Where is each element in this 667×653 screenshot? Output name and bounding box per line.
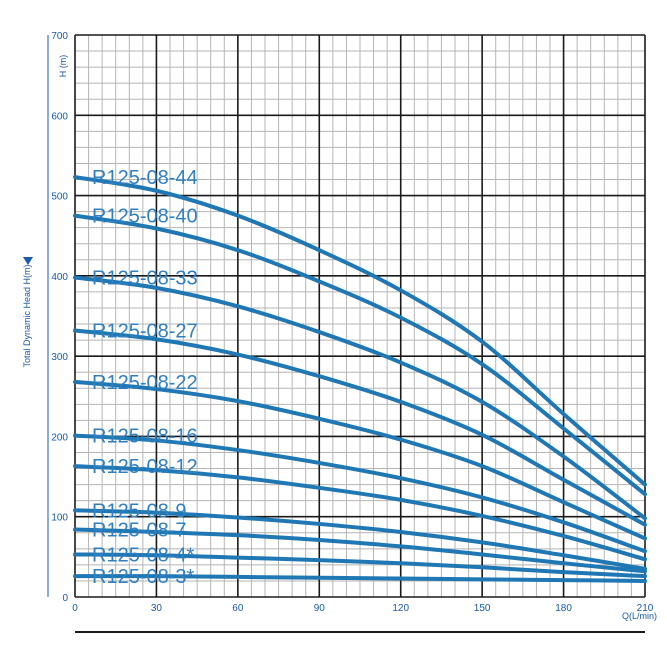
x-tick-label: 180 <box>555 603 572 614</box>
x-axis-label: Q(L/min) <box>622 611 657 621</box>
y-axis-label: Total Dynamic Head H(m) <box>22 264 32 367</box>
y-tick-label: 700 <box>51 31 68 42</box>
curve-R125-08-16 <box>73 433 647 554</box>
x-tick-labels: 0 30 60 90 120 150 180 210 <box>72 603 654 614</box>
y-tick-labels: 0 100 200 300 400 500 600 700 <box>51 31 68 604</box>
curve-label: R125-08-33 <box>92 267 198 289</box>
curve-label: R125-08-22 <box>92 372 198 394</box>
curve-label: R125-08-16 <box>92 426 198 448</box>
y-tick-label: 500 <box>51 192 68 203</box>
y-tick-label: 200 <box>51 432 68 443</box>
curve-label: R125-08-12 <box>92 456 198 478</box>
curve-label: R125-08-44 <box>92 167 198 189</box>
curve-R125-08-12 <box>73 464 647 562</box>
curve-R125-08-44 <box>73 175 647 487</box>
curve-label: R125-08-40 <box>92 206 198 228</box>
x-tick-label: 30 <box>151 603 163 614</box>
x-tick-label: 210 <box>637 603 654 614</box>
curve-label: R125-08-7 <box>92 520 187 542</box>
curve-label: R125-08-9 <box>92 500 187 522</box>
curve-R125-08-40 <box>73 213 647 497</box>
x-tick-label: 120 <box>392 603 409 614</box>
y-tick-label: 300 <box>51 352 68 363</box>
curve-label: R125-08-27 <box>92 320 198 342</box>
curve-R125-08-27 <box>73 328 647 527</box>
curve-R125-08-33 <box>73 275 647 521</box>
y-tick-label: 600 <box>51 111 68 122</box>
curve-R125-08-7 <box>73 527 647 574</box>
curve-label: R125-08-3* <box>92 566 195 588</box>
y-axis-top-label: H (m) <box>58 55 68 78</box>
curve-R125-08-3* <box>73 574 647 583</box>
curve-R125-08-4* <box>73 552 647 579</box>
curve-labels: R125-08-44 R125-08-40 R125-08-33 R125-08-27… <box>92 167 198 588</box>
y-tick-label: 0 <box>62 593 68 604</box>
x-tick-label: 60 <box>232 603 244 614</box>
x-tick-label: 90 <box>314 603 326 614</box>
x-tick-label: 150 <box>474 603 491 614</box>
y-tick-label: 400 <box>51 272 68 283</box>
x-tick-label: 0 <box>72 603 78 614</box>
curves <box>73 175 647 583</box>
curve-R125-08-9 <box>73 508 647 571</box>
y-axis-arrow-icon <box>23 257 33 265</box>
curve-R125-08-22 <box>73 379 647 541</box>
curve-label: R125-08-4* <box>92 544 195 566</box>
y-tick-label: 100 <box>51 513 68 524</box>
